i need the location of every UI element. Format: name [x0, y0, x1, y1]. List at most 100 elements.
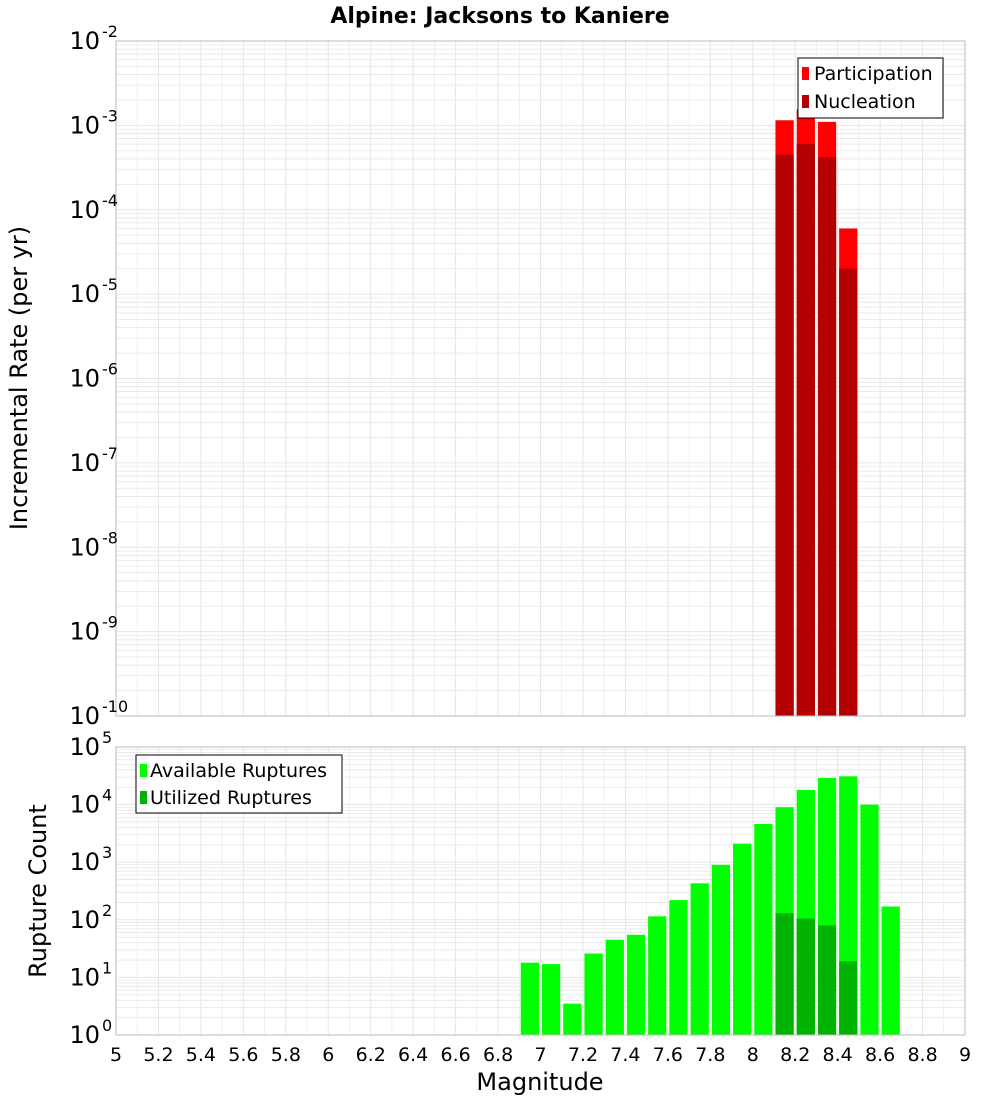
legend-label-utilized: Utilized Ruptures: [150, 787, 312, 809]
bar-available-ruptures: [733, 843, 752, 1035]
top-y-tick-label: 10: [69, 196, 100, 224]
x-ticks: 5 5.2 5.4 5.6 5.8 6 6.2 6.4 6.6 6.8 7 7.2 7.4 7.6 7.8 8…: [110, 1044, 971, 1066]
top-y-tick-label: 10: [69, 702, 100, 730]
bottom-legend-box: [135, 754, 343, 814]
top-y-tick-exponent: -9: [102, 613, 118, 632]
top-y-tick-label: 10: [69, 280, 100, 308]
bar-available-ruptures: [669, 900, 688, 1035]
bottom-y-tick-label: 10: [69, 733, 100, 761]
bar-available-ruptures: [542, 964, 561, 1035]
bottom-plot-frame: [115, 746, 966, 1036]
x-tick-label: 8: [747, 1044, 759, 1066]
x-tick-label: 8.8: [907, 1044, 937, 1066]
top-y-axis-label: Incremental Rate (per yr): [5, 226, 33, 530]
top-y-tick-label: 10: [69, 533, 100, 561]
top-legend-box: [797, 57, 944, 119]
legend-swatch-available: [140, 764, 147, 777]
top-y-tick-exponent: -2: [102, 22, 118, 41]
top-y-tick-label: 10: [69, 618, 100, 646]
legend-label-nucleation: Nucleation: [814, 91, 916, 113]
bar-available-ruptures: [520, 962, 539, 1035]
x-tick-label: 8.2: [780, 1044, 810, 1066]
bar-nucleation: [796, 144, 815, 716]
bottom-y-tick-exponent: 5: [102, 728, 112, 747]
top-y-tick-label: 10: [69, 111, 100, 139]
bottom-y-tick-exponent: 4: [102, 786, 112, 805]
bar-nucleation: [775, 154, 794, 716]
x-axis-label: Magnitude: [476, 1068, 603, 1096]
top-plot-frame: [115, 40, 966, 717]
x-tick-label: 8.4: [823, 1044, 853, 1066]
bottom-y-tick-exponent: 1: [102, 958, 112, 977]
top-y-tick-exponent: -5: [102, 275, 118, 294]
legend-swatch-utilized: [140, 791, 147, 804]
bar-available-ruptures: [754, 824, 773, 1035]
bar-available-ruptures: [563, 1003, 582, 1035]
top-grid: [115, 41, 966, 717]
x-tick-label: 7.2: [568, 1044, 598, 1066]
legend-label-participation: Participation: [814, 63, 933, 85]
x-tick-label: 5.4: [186, 1044, 216, 1066]
top-y-tick-label: 10: [69, 365, 100, 393]
top-y-tick-label: 10: [69, 27, 100, 55]
x-tick-label: 7.4: [610, 1044, 640, 1066]
bottom-y-tick-label: 10: [69, 906, 100, 934]
top-y-tick-exponent: -4: [102, 191, 118, 210]
top-y-tick-exponent: -10: [102, 697, 128, 716]
x-tick-label: 6.4: [398, 1044, 428, 1066]
legend-label-available: Available Ruptures: [150, 760, 327, 782]
bar-available-ruptures: [711, 864, 731, 1035]
bar-available-ruptures: [648, 916, 667, 1035]
x-tick-label: 5.8: [271, 1044, 301, 1066]
bottom-bars: [520, 776, 900, 1035]
bar-available-ruptures: [690, 883, 709, 1035]
bottom-y-tick-label: 10: [69, 791, 100, 819]
chart-title: Alpine: Jacksons to Kaniere: [330, 4, 669, 29]
bottom-y-tick-exponent: 3: [102, 843, 112, 862]
x-tick-label: 7: [534, 1044, 546, 1066]
x-tick-label: 6: [322, 1044, 334, 1066]
top-legend: Participation Nucleation: [797, 57, 944, 119]
top-y-tick-exponent: -3: [102, 106, 118, 125]
x-tick-label: 7.8: [695, 1044, 725, 1066]
bar-available-ruptures: [626, 934, 646, 1035]
bar-available-ruptures: [584, 953, 603, 1035]
bottom-y-tick-exponent: 0: [102, 1016, 112, 1035]
bottom-y-tick-exponent: 2: [102, 901, 112, 920]
bottom-legend: Available Ruptures Utilized Ruptures: [135, 754, 343, 814]
x-tick-label: 9: [959, 1044, 971, 1066]
x-tick-label: 6.8: [483, 1044, 513, 1066]
bottom-y-tick-label: 10: [69, 1021, 100, 1049]
top-bars: [775, 109, 858, 717]
legend-swatch-nucleation: [802, 95, 809, 108]
x-tick-label: 5.2: [143, 1044, 173, 1066]
bar-nucleation: [839, 268, 858, 716]
bottom-y-axis-label: Rupture Count: [24, 804, 52, 978]
bar-available-ruptures: [860, 804, 879, 1035]
bar-available-ruptures: [881, 906, 900, 1035]
bar-available-ruptures: [605, 939, 624, 1035]
top-y-tick-exponent: -7: [102, 444, 118, 463]
top-y-tick-label: 10: [69, 449, 100, 477]
x-tick-label: 6.2: [356, 1044, 386, 1066]
x-tick-label: 7.6: [653, 1044, 683, 1066]
x-tick-label: 5: [110, 1044, 122, 1066]
bar-nucleation: [817, 157, 837, 717]
x-tick-label: 5.6: [228, 1044, 258, 1066]
top-y-tick-exponent: -6: [102, 360, 118, 379]
legend-swatch-participation: [802, 67, 809, 80]
bar-utilized-ruptures: [775, 913, 794, 1035]
x-tick-label: 6.6: [440, 1044, 470, 1066]
bottom-y-tick-label: 10: [69, 963, 100, 991]
x-tick-label: 8.6: [865, 1044, 895, 1066]
bar-utilized-ruptures: [817, 925, 837, 1035]
bottom-y-tick-label: 10: [69, 848, 100, 876]
top-y-tick-exponent: -8: [102, 528, 118, 547]
bar-utilized-ruptures: [796, 918, 815, 1035]
